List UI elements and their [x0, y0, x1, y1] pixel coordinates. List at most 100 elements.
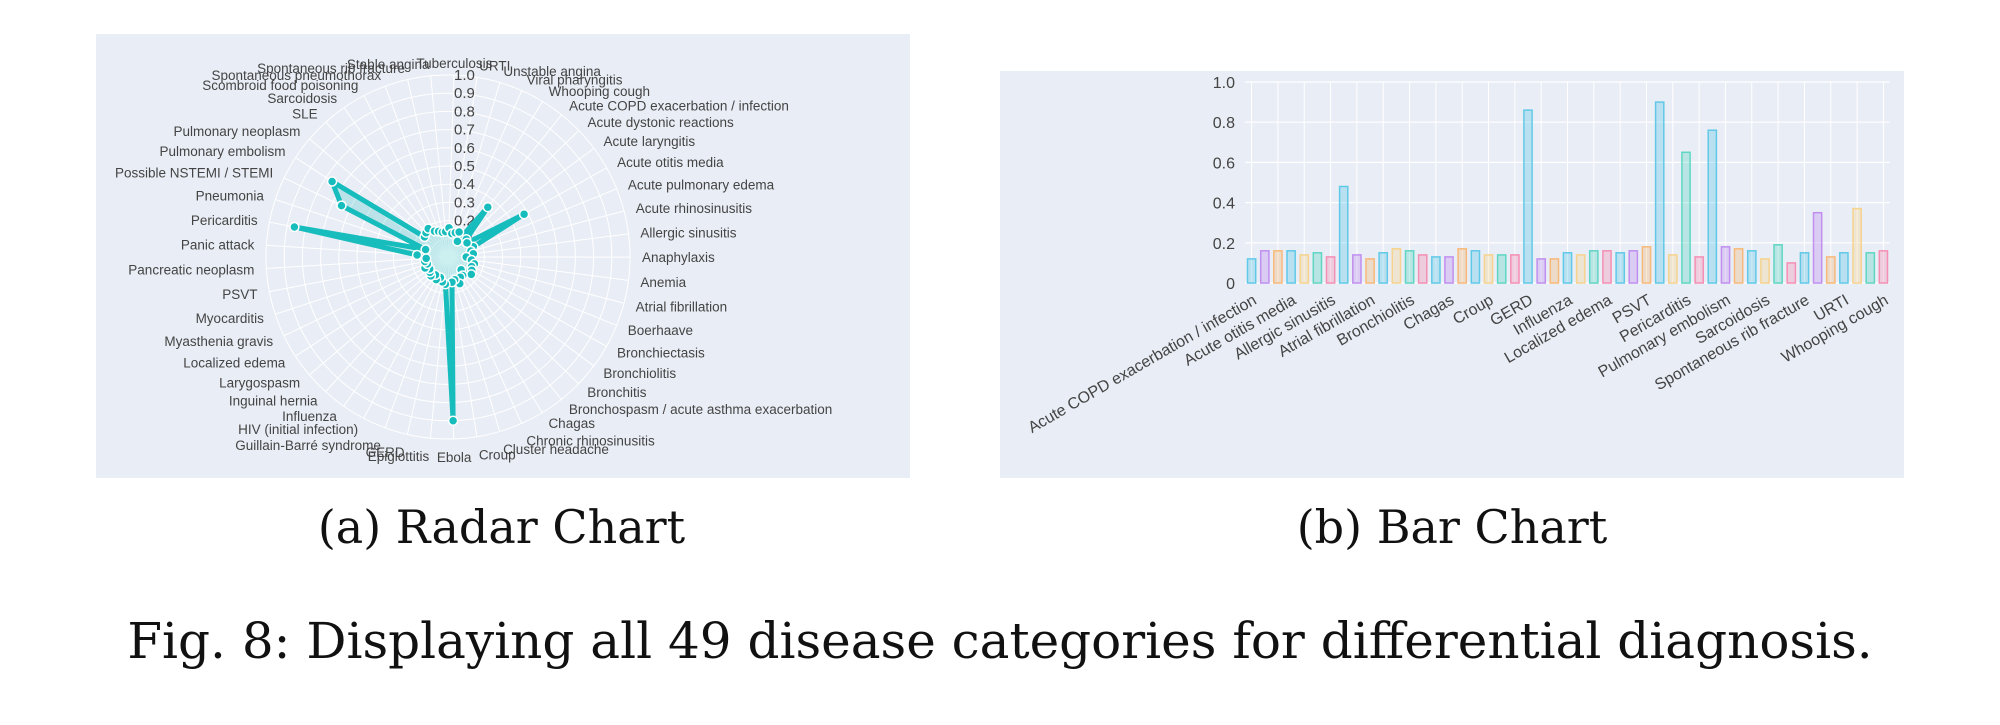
category-label: Myocarditis	[196, 311, 265, 326]
category-label: Acute otitis media	[617, 155, 724, 170]
bar	[1628, 250, 1639, 284]
radial-tick-label: 0.3	[454, 194, 475, 211]
bar	[1746, 250, 1757, 284]
category-label: Spontaneous rib fracture	[257, 61, 405, 76]
category-label: Panic attack	[181, 237, 255, 252]
category-label: Bronchitis	[587, 385, 647, 400]
radar-point	[466, 269, 477, 280]
bar	[1352, 254, 1362, 284]
bar	[1707, 129, 1718, 284]
radar-spoke	[269, 256, 449, 293]
category-label: PSVT	[222, 287, 257, 302]
bar	[1773, 244, 1783, 284]
category-label: Inguinal hernia	[229, 394, 318, 409]
bar	[1417, 254, 1428, 284]
y-tick-label: 0.8	[1213, 115, 1235, 132]
category-label: Pancreatic neoplasm	[128, 262, 254, 277]
category-label: Larygospasm	[219, 376, 300, 391]
bar	[1496, 254, 1507, 284]
radar-point	[447, 415, 459, 426]
bar	[1338, 185, 1349, 284]
y-tick-label: 0.2	[1213, 236, 1235, 253]
bar	[1825, 256, 1836, 284]
category-label: Chagas	[548, 416, 595, 431]
category-label: Bronchiectasis	[617, 345, 705, 360]
radar-spoke	[447, 256, 562, 400]
bar	[1299, 254, 1310, 284]
radar-point	[420, 253, 432, 264]
category-label: Tuberculosis	[416, 56, 492, 71]
radar-point	[411, 249, 423, 261]
bar	[1667, 254, 1678, 284]
bar	[1273, 250, 1283, 284]
bar	[1470, 250, 1481, 284]
bar	[1286, 250, 1296, 284]
bar	[1602, 250, 1612, 284]
bar	[1536, 258, 1547, 284]
radial-tick-label: 0.5	[454, 158, 475, 175]
radial-tick-label: 1.0	[454, 67, 475, 84]
radial-tick-label: 0.9	[454, 85, 475, 102]
bar	[1852, 207, 1862, 284]
bar	[1786, 262, 1797, 284]
category-label: Epiglottitis	[368, 449, 430, 464]
bar	[1878, 250, 1889, 284]
figure-caption: Fig. 8: Displaying all 49 disease catego…	[127, 612, 1873, 670]
x-tick-label: Acute COPD exacerbation / infection	[1025, 292, 1259, 437]
category-label: Possible NSTEMI / STEMI	[115, 166, 273, 181]
bar	[1259, 250, 1270, 284]
bar	[1694, 256, 1705, 284]
bar	[1812, 211, 1823, 284]
category-label: Atrial fibrillation	[636, 299, 728, 314]
category-label: SLE	[292, 106, 318, 121]
radar-spoke	[309, 256, 449, 376]
category-label: Acute rhinosinusitis	[636, 201, 753, 216]
radial-tick-label: 0.6	[454, 140, 475, 157]
category-label: Cluster headache	[503, 442, 609, 457]
bar	[1312, 252, 1323, 284]
category-label: Viral pharyngitis	[527, 73, 623, 88]
category-label: Bronchiolitis	[603, 366, 676, 381]
bar	[1378, 252, 1389, 284]
bar	[1839, 252, 1849, 284]
bar	[1510, 254, 1520, 284]
radial-tick-label: 0.7	[454, 122, 475, 139]
bar	[1575, 254, 1586, 284]
category-label: Croup	[479, 448, 516, 463]
bar	[1523, 109, 1533, 284]
radar-spoke	[275, 256, 449, 315]
category-label: Influenza	[282, 409, 337, 424]
category-label: Localized edema	[183, 356, 286, 371]
radar-point	[289, 221, 300, 233]
radar-point	[453, 226, 465, 238]
category-label: Acute laryngitis	[604, 134, 696, 149]
category-label: Guillain-Barré syndrome	[235, 438, 381, 453]
category-label: Spontaneous pneumothorax	[211, 68, 381, 83]
category-label: Myasthenia gravis	[164, 334, 273, 349]
radar-point	[482, 201, 494, 213]
radar-point	[452, 236, 463, 247]
category-label: Anaphylaxis	[642, 250, 715, 265]
radar-point	[420, 244, 431, 255]
bar	[1760, 258, 1770, 284]
radar-point	[326, 176, 338, 187]
y-tick-label: 0.6	[1213, 155, 1235, 172]
category-label: Unstable angina	[503, 64, 601, 79]
category-label: Bronchospasm / acute asthma exacerbation	[569, 402, 832, 417]
bar	[1615, 252, 1626, 284]
bar-chart-panel: 0 0.2 0.4 0.6 0.8 1.0 Acute COPD exacerbation …	[1000, 71, 1904, 478]
bar	[1404, 250, 1415, 284]
bar-chart: 0 0.2 0.4 0.6 0.8 1.0 Acute COPD exacerbation …	[1025, 75, 1891, 437]
category-label: Acute pulmonary edema	[628, 177, 775, 192]
category-label: GERD	[366, 445, 405, 460]
y-tick-label: 0.4	[1213, 196, 1235, 213]
radar-point	[461, 237, 473, 249]
y-tick-label: 1.0	[1213, 75, 1235, 92]
category-label: URTI	[479, 59, 510, 74]
bar	[1865, 252, 1876, 284]
radar-point	[336, 200, 347, 211]
bar	[1365, 258, 1375, 284]
bar	[1549, 258, 1560, 284]
